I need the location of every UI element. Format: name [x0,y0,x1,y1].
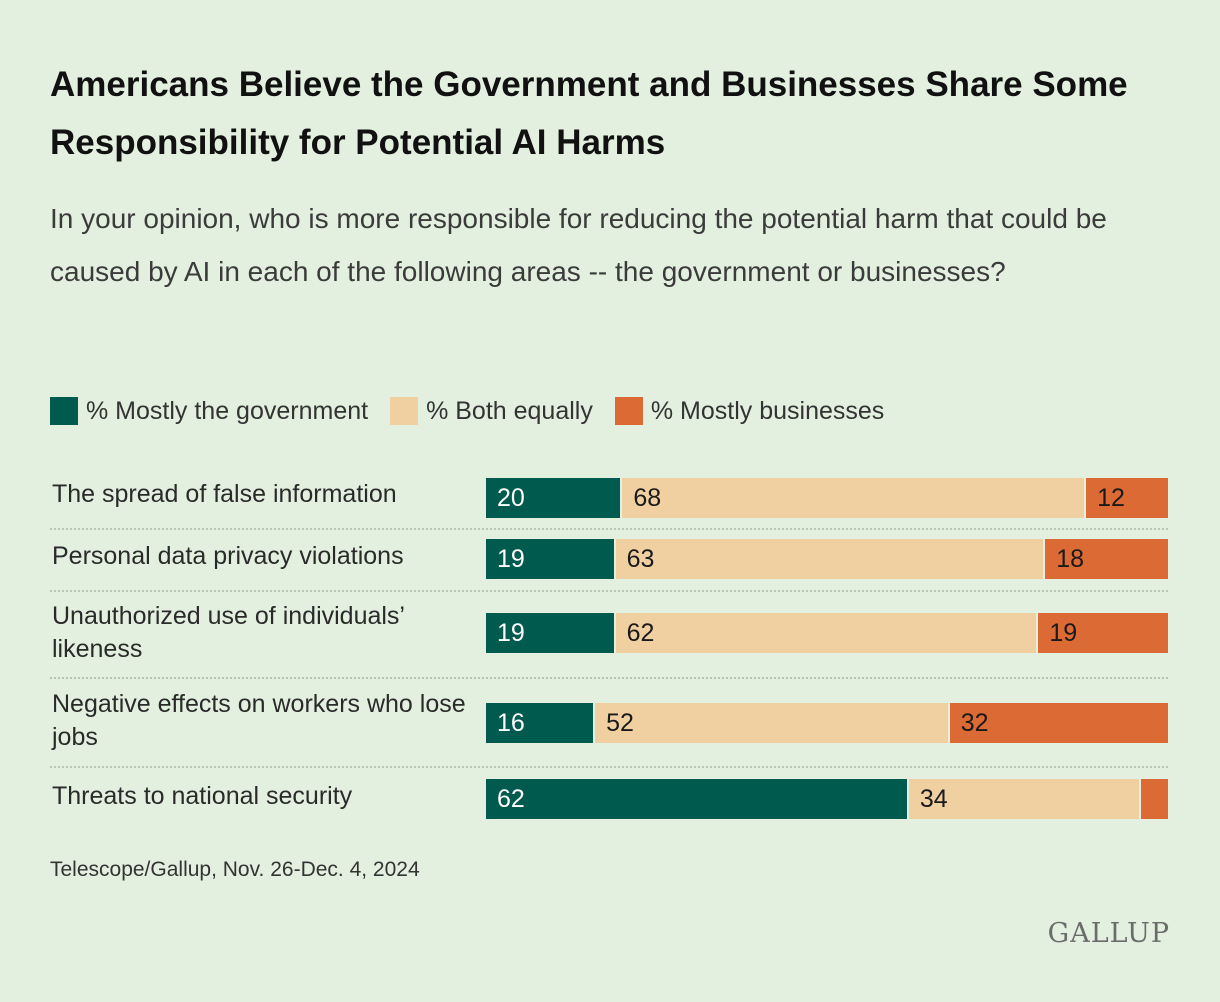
bar-value-label: 20 [497,484,525,512]
legend-swatch-government [50,397,78,425]
bar-value-label: 16 [497,709,525,737]
bar-segment-both [908,779,1139,819]
legend-label-government: % Mostly the government [86,396,369,425]
bar-value-label: 19 [1049,619,1078,647]
bar-segment-government [486,703,594,743]
legend-item-businesses: % Mostly businesses [614,396,885,426]
row-label-national-security: Threats to national security [52,782,353,810]
row-label-workers: Negative effects on workers who lose job… [52,690,466,751]
bar-segment-businesses [1045,539,1168,579]
legend-label-businesses: % Mostly businesses [650,396,885,425]
legend-swatch-both [390,397,419,425]
row-divider [50,766,1168,768]
row-label-likeness: Unauthorized use of individuals’ likenes… [52,602,405,663]
legend-item-both: % Both equally [390,397,593,426]
chart-subtitle: In your opinion, who is more responsible… [50,203,1107,287]
bar-segment-government [486,613,614,653]
bar-value-label: 12 [1097,484,1125,512]
bar-value-label: 34 [919,785,948,813]
bar-value-label: 19 [497,545,525,573]
row-divider [50,590,1168,592]
bar-segment-both [615,539,1044,579]
bar-segment-businesses [1086,478,1168,518]
legend-swatch-businesses [614,397,643,425]
gallup-logo: GALLUP [1047,918,1170,949]
bar-value-label: 18 [1056,545,1085,573]
chart-title: Americans Believe the Government and Bus… [50,65,1128,162]
legend-label-both: % Both equally [426,396,593,425]
bar-value-label: 32 [960,709,989,737]
bar-value-label: 68 [633,484,662,512]
row-divider [50,528,1168,530]
bar-segment-government [486,478,621,518]
bar-segment-government [486,539,614,579]
bar-value-label: 52 [606,709,634,737]
bar-value-label: 19 [497,619,525,647]
bar-segment-both [615,613,1037,653]
source-note: Telescope/Gallup, Nov. 26-Dec. 4, 2024 [50,858,420,881]
bar-value-label: 62 [497,785,525,813]
bar-segment-both [595,703,948,743]
bar-segment-government [486,779,907,819]
row-label-data-privacy: Personal data privacy violations [52,542,404,570]
bar-value-label: 63 [626,545,655,573]
legend-item-government: % Mostly the government [50,397,368,426]
bar-value-label: 62 [626,619,655,647]
row-label-false-information: The spread of false information [52,480,397,508]
bar-segment-businesses [949,703,1168,743]
row-divider [50,677,1168,679]
bar-segment-businesses [1140,779,1168,819]
bar-segment-both [622,478,1085,518]
legend: % Mostly the government % Both equally %… [50,396,906,426]
bar-segment-businesses [1038,613,1168,653]
